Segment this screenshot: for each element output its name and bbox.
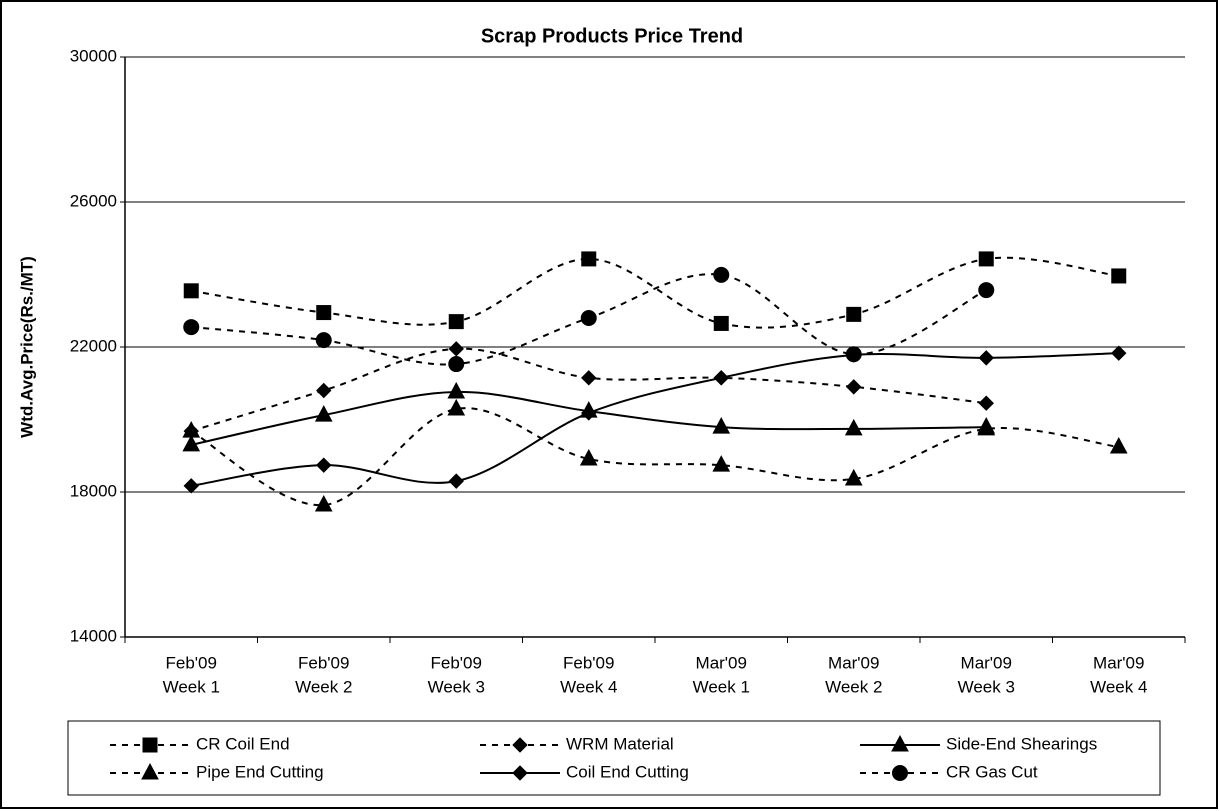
y-tick-label: 18000: [70, 481, 117, 500]
marker: [846, 306, 862, 322]
marker: [581, 370, 597, 386]
marker: [891, 734, 909, 752]
y-tick-label: 14000: [70, 626, 117, 645]
marker: [183, 283, 199, 299]
marker: [844, 418, 863, 436]
marker: [581, 251, 597, 267]
marker: [448, 341, 464, 357]
x-tick-label: Feb'09: [431, 653, 482, 672]
marker: [314, 494, 333, 512]
marker: [447, 381, 466, 399]
marker: [315, 332, 332, 349]
legend-label: WRM Material: [566, 734, 674, 753]
x-tick-label: Feb'09: [298, 653, 349, 672]
legend-label: Side-End Shearings: [946, 734, 1097, 753]
marker: [712, 455, 731, 472]
marker: [713, 370, 729, 386]
x-tick-label: Week 2: [825, 677, 882, 696]
marker: [892, 765, 908, 781]
marker: [579, 448, 598, 466]
marker: [978, 350, 994, 366]
y-tick-label: 26000: [70, 191, 117, 210]
marker: [314, 405, 333, 422]
marker: [182, 421, 201, 438]
marker: [316, 305, 332, 321]
series-line: [191, 352, 1119, 487]
marker: [142, 737, 158, 753]
chart-title: Scrap Products Price Trend: [481, 25, 743, 47]
marker: [977, 418, 996, 436]
legend-box: [67, 720, 1161, 796]
marker: [316, 457, 332, 473]
marker: [845, 346, 862, 363]
marker: [512, 765, 528, 781]
marker: [448, 314, 464, 330]
marker: [183, 319, 200, 336]
marker: [1111, 345, 1127, 361]
marker: [141, 762, 159, 780]
marker: [447, 398, 466, 416]
marker: [712, 417, 731, 434]
marker: [713, 266, 730, 283]
x-tick-label: Feb'09: [563, 653, 614, 672]
x-tick-label: Week 1: [693, 677, 750, 696]
x-tick-label: Mar'09: [1093, 653, 1144, 672]
marker: [713, 315, 729, 331]
legend-label: CR Gas Cut: [946, 762, 1038, 781]
y-axis-label: Wtd.Avg.Price(Rs./MT): [17, 256, 36, 438]
marker: [316, 382, 332, 399]
marker: [844, 468, 863, 486]
x-tick-label: Week 4: [1090, 677, 1147, 696]
marker: [183, 478, 199, 494]
marker: [1109, 436, 1128, 454]
marker: [512, 737, 528, 753]
x-tick-label: Mar'09: [696, 653, 747, 672]
x-tick-label: Week 3: [958, 677, 1015, 696]
legend-label: Coil End Cutting: [566, 762, 689, 781]
x-tick-label: Week 2: [295, 677, 352, 696]
marker: [182, 434, 201, 452]
marker: [978, 251, 994, 267]
x-tick-label: Week 4: [560, 677, 617, 696]
marker: [580, 310, 597, 326]
marker: [448, 473, 464, 489]
legend-label: CR Coil End: [196, 734, 290, 753]
x-tick-label: Week 3: [428, 677, 485, 696]
marker: [846, 379, 862, 395]
legend-label: Pipe End Cutting: [196, 762, 324, 781]
y-tick-label: 30000: [70, 46, 117, 65]
marker: [1111, 268, 1127, 284]
x-tick-label: Mar'09: [961, 653, 1012, 672]
x-tick-label: Mar'09: [828, 653, 879, 672]
marker: [448, 356, 465, 373]
marker: [581, 405, 597, 421]
marker: [978, 282, 995, 299]
x-tick-label: Feb'09: [166, 653, 217, 672]
marker: [978, 395, 994, 411]
y-tick-label: 22000: [70, 336, 117, 355]
x-tick-label: Week 1: [163, 677, 220, 696]
